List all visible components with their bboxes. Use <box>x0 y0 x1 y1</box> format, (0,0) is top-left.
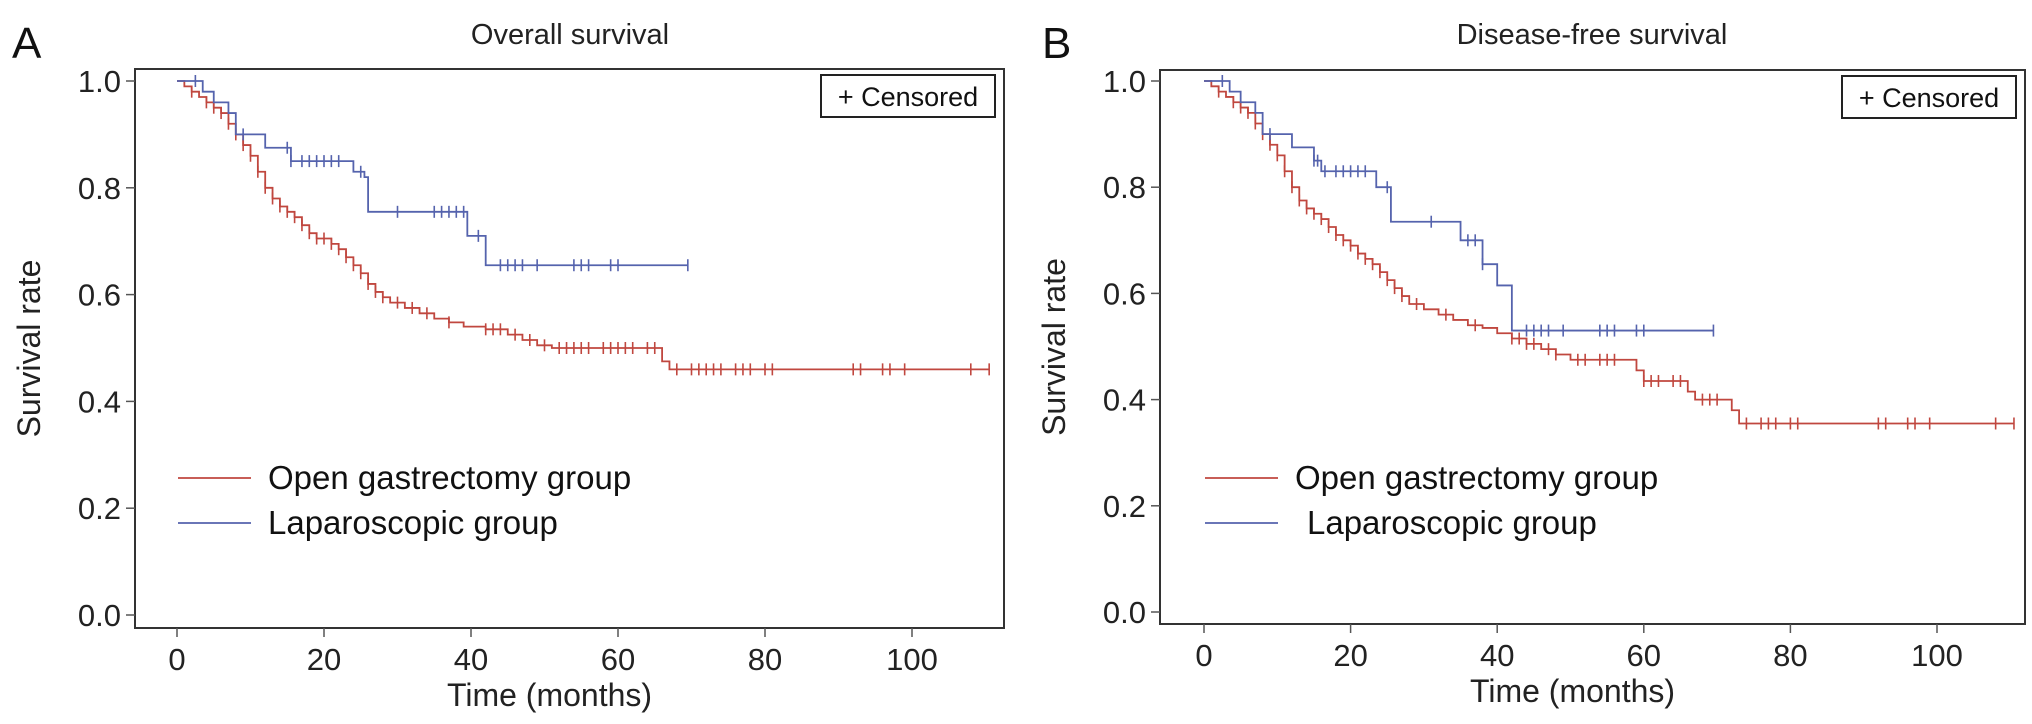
y-tick-label: 0.0 <box>78 598 121 633</box>
x-axis-title: Time (months) <box>1470 673 1675 709</box>
x-tick-label: 100 <box>1911 638 1963 673</box>
y-tick-label: 0.8 <box>1103 170 1146 205</box>
legend-label: Open gastrectomy group <box>268 459 631 496</box>
x-tick-label: 0 <box>168 642 185 677</box>
y-tick-label: 0.0 <box>1103 595 1146 630</box>
x-tick-label: 100 <box>886 642 938 677</box>
series-laparoscopic <box>177 75 689 272</box>
y-tick-label: 0.8 <box>78 171 121 206</box>
panel-letter: B <box>1042 19 1071 68</box>
survival-curve <box>177 80 990 371</box>
x-tick-label: 60 <box>1627 638 1661 673</box>
y-tick-label: 0.4 <box>78 384 121 419</box>
x-tick-label: 20 <box>1333 638 1367 673</box>
x-tick-label: 60 <box>601 642 635 677</box>
series-open <box>177 80 990 376</box>
plot-frame <box>134 68 1005 629</box>
censored-legend-text: + Censored <box>838 82 978 112</box>
x-axis-title: Time (months) <box>447 677 652 713</box>
survival-curve <box>1204 80 1714 332</box>
x-tick-label: 20 <box>307 642 341 677</box>
series-laparoscopic <box>1204 75 1715 337</box>
survival-curve <box>177 80 688 267</box>
survival-curve <box>1204 80 2014 425</box>
y-tick-label: 0.2 <box>78 491 121 526</box>
series-open <box>1204 80 2015 430</box>
x-tick-label: 80 <box>1773 638 1807 673</box>
panel-title: Overall survival <box>471 19 669 51</box>
plot-frame <box>1159 69 2026 625</box>
y-tick-label: 0.4 <box>1103 383 1146 418</box>
panel-title: Disease-free survival <box>1457 19 1728 51</box>
legend-label: Laparoscopic group <box>1307 504 1597 541</box>
legend-label: Open gastrectomy group <box>1295 459 1658 496</box>
y-tick-label: 0.6 <box>1103 276 1146 311</box>
y-axis-title: Survival rate <box>11 260 47 438</box>
panel-b: B Disease-free survival 0.0 0.2 0.4 0.6 0.8 1.0… <box>1036 19 2026 709</box>
panel-letter: A <box>12 19 42 68</box>
y-tick-label: 1.0 <box>78 64 121 99</box>
y-axis-title: Survival rate <box>1036 258 1072 436</box>
y-tick-label: 0.2 <box>1103 489 1146 524</box>
y-tick-label: 0.6 <box>78 278 121 313</box>
censored-legend-text: + Censored <box>1859 83 1999 113</box>
legend-label: Laparoscopic group <box>268 504 558 541</box>
censored-legend-box <box>1841 75 2017 119</box>
x-tick-label: 80 <box>748 642 782 677</box>
y-tick-label: 1.0 <box>1103 64 1146 99</box>
x-tick-label: 40 <box>1480 638 1514 673</box>
panel-a: A Overall survival 0.0 0.2 0.4 0.6 0.8 1.0 0 20 40… <box>11 19 1005 713</box>
x-tick-label: 40 <box>454 642 488 677</box>
censored-legend-box <box>820 74 996 118</box>
x-tick-label: 0 <box>1195 638 1212 673</box>
